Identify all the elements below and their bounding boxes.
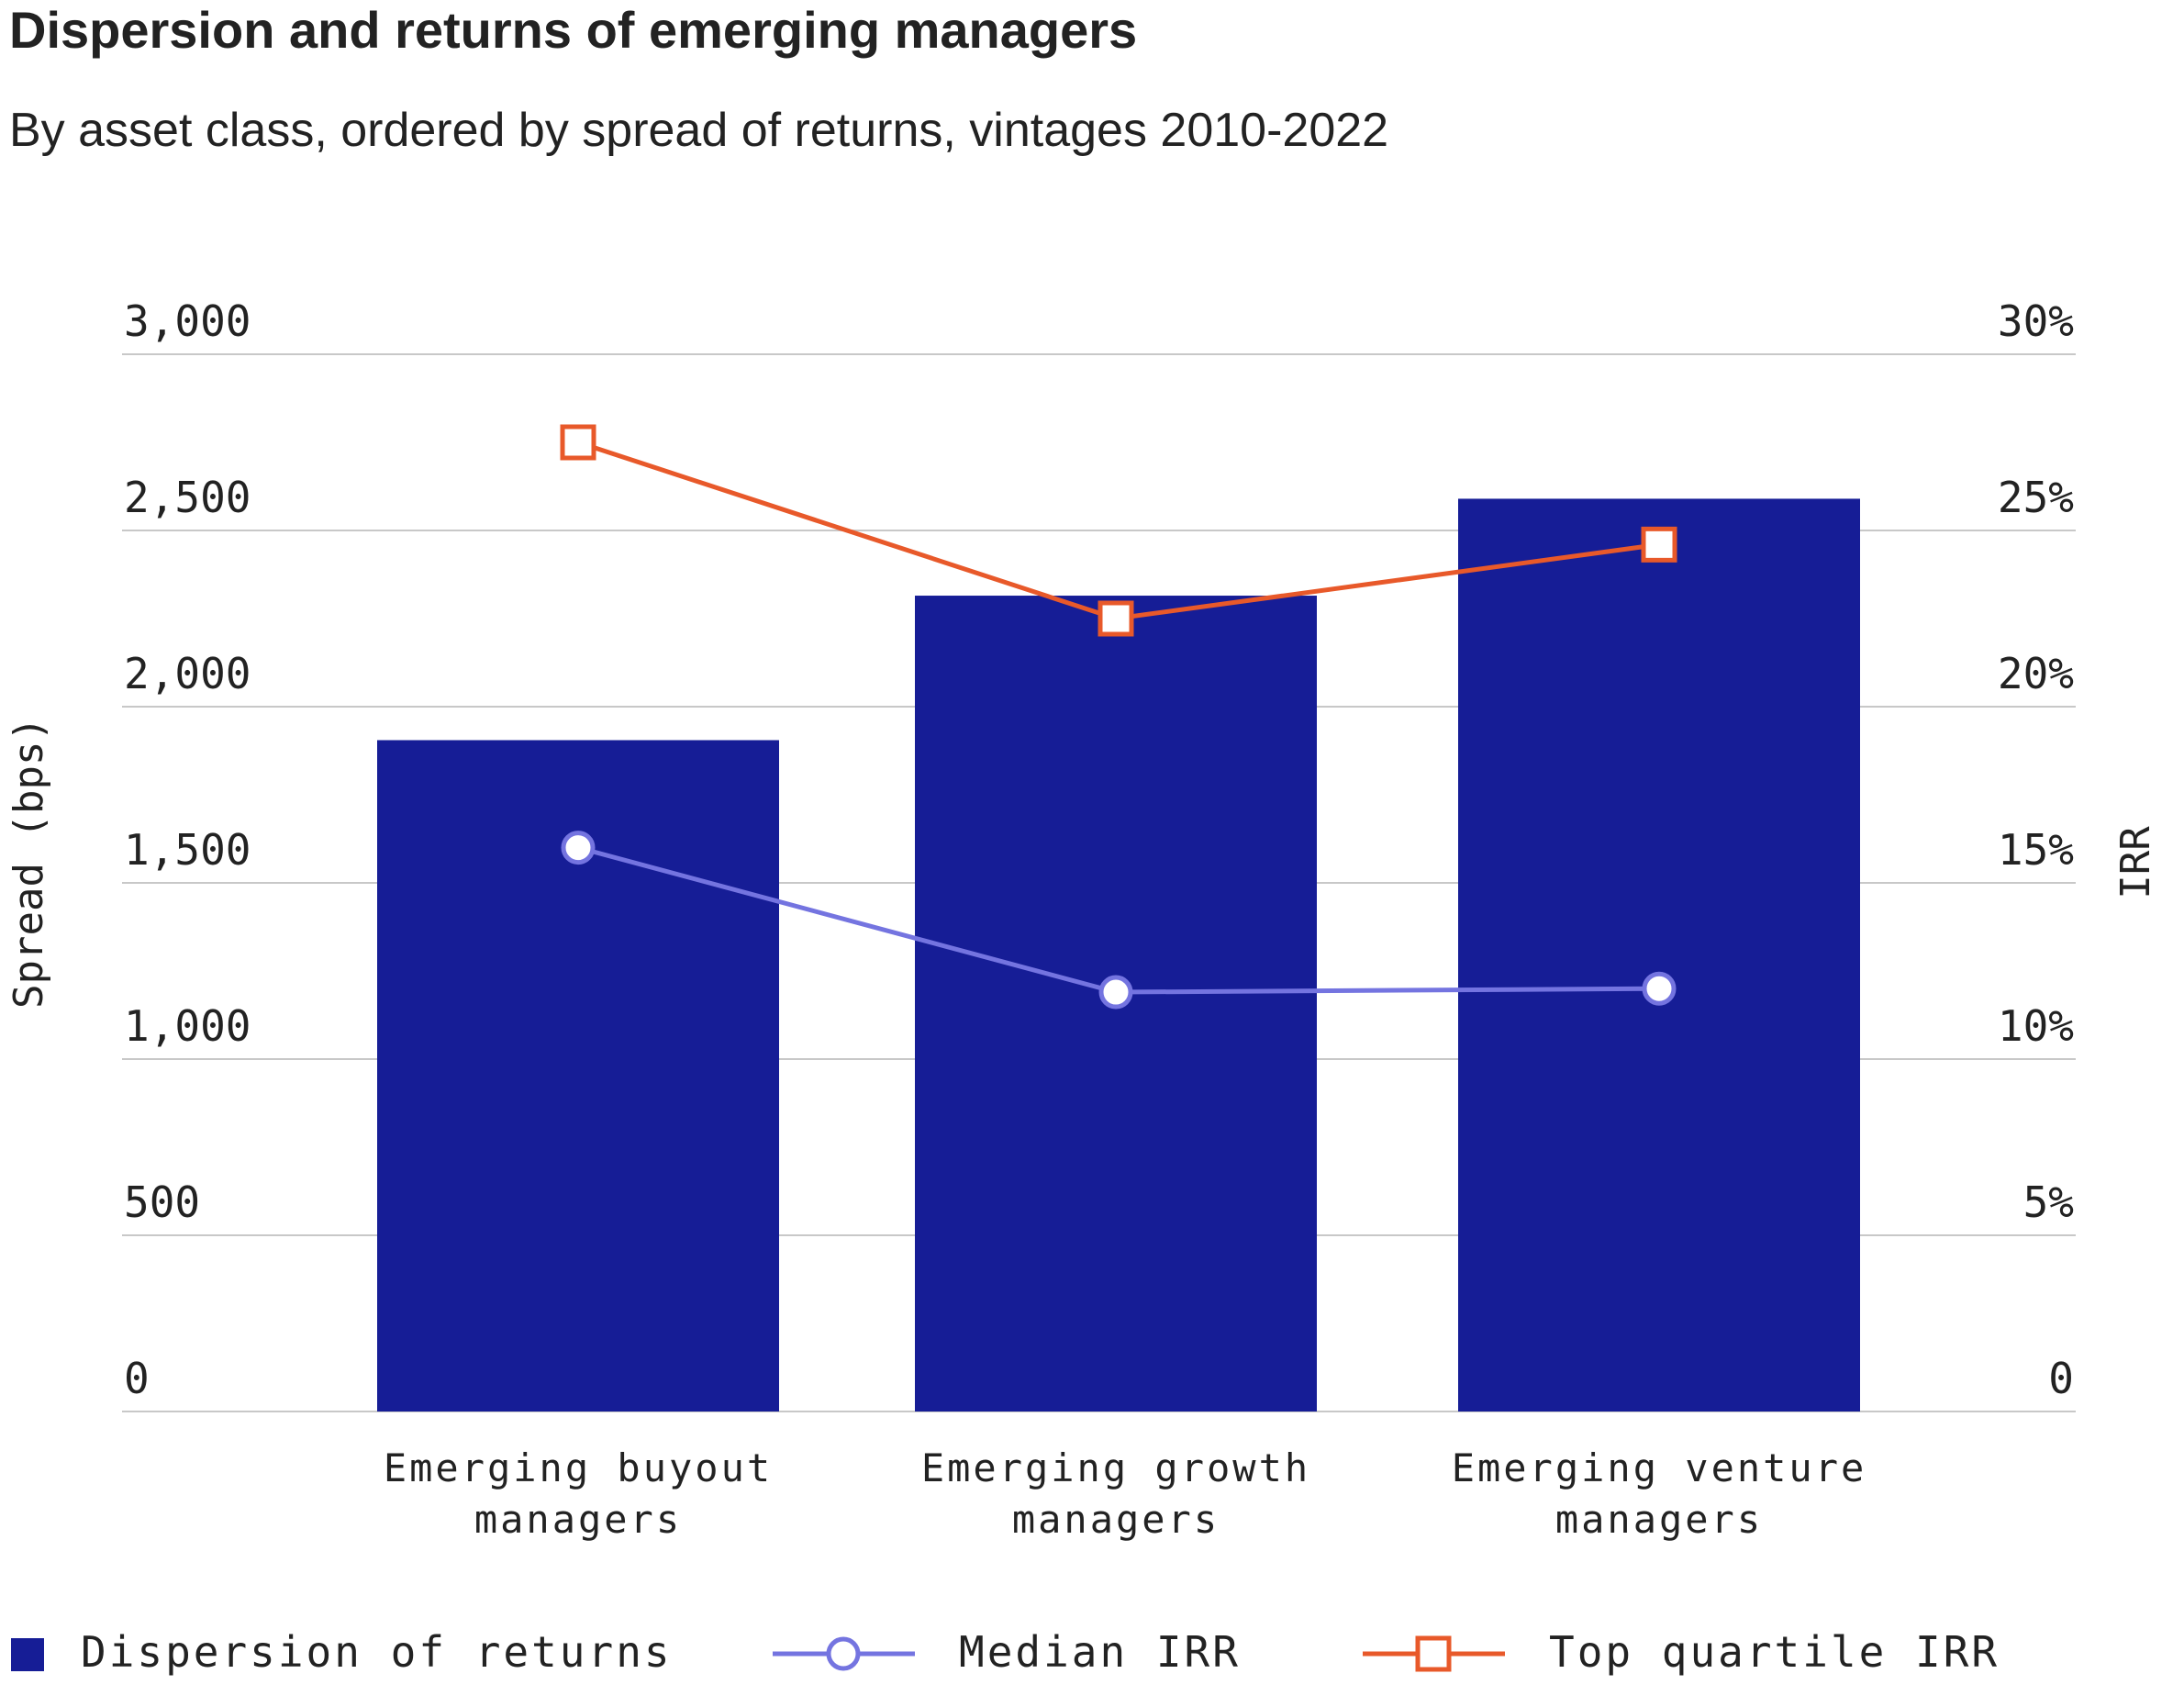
category-label: managers bbox=[1012, 1497, 1220, 1542]
top-quartile-irr-point bbox=[1098, 600, 1134, 637]
median-irr-point bbox=[1098, 975, 1133, 1010]
chart-subtitle: By asset class, ordered by spread of ret… bbox=[9, 104, 1389, 157]
legend-bar-swatch bbox=[11, 1638, 44, 1671]
y-tick-label: 500 bbox=[124, 1177, 200, 1227]
y-tick-label: 0 bbox=[124, 1354, 150, 1403]
median-irr-point bbox=[1642, 971, 1677, 1006]
y-tick-label: 2,000 bbox=[124, 649, 251, 698]
y-tick-label: 1,000 bbox=[124, 1001, 251, 1051]
legend-median-marker bbox=[826, 1636, 861, 1671]
y-tick-label: 1,500 bbox=[124, 825, 251, 875]
legend: Dispersion of returns Median IRR Top quart… bbox=[11, 1627, 2000, 1677]
y2-tick-label: 25% bbox=[1998, 473, 2074, 522]
y2-tick-label: 15% bbox=[1998, 825, 2074, 875]
right-axis-title: IRR bbox=[2112, 826, 2159, 899]
category-label: Emerging venture bbox=[1452, 1445, 1867, 1490]
legend-label-top-quartile: Top quartile IRR bbox=[1549, 1627, 2000, 1677]
top-quartile-irr-point bbox=[560, 424, 596, 461]
legend-label-dispersion: Dispersion of returns bbox=[81, 1627, 673, 1677]
category-label: managers bbox=[1555, 1497, 1763, 1542]
y2-tick-label: 5% bbox=[2023, 1177, 2074, 1227]
left-axis-title: Spread (bps) bbox=[6, 717, 52, 1009]
chart-title: Dispersion and returns of emerging manag… bbox=[9, 1, 1138, 59]
y-tick-label: 3,000 bbox=[124, 296, 251, 346]
irr-lines bbox=[560, 424, 1677, 1010]
y2-tick-label: 0 bbox=[2048, 1354, 2074, 1403]
y2-tick-label: 30% bbox=[1998, 296, 2074, 346]
top-quartile-irr-point bbox=[1641, 526, 1677, 563]
y-tick-label: 2,500 bbox=[124, 473, 251, 522]
category-label: managers bbox=[474, 1497, 682, 1542]
median-irr-point bbox=[561, 831, 596, 865]
legend-top-quartile-marker bbox=[1415, 1635, 1452, 1672]
y2-tick-label: 10% bbox=[1998, 1001, 2074, 1051]
category-label: Emerging buyout bbox=[384, 1445, 773, 1490]
category-label: Emerging growth bbox=[921, 1445, 1310, 1490]
category-labels: Emerging buyout managers Emerging growth ma… bbox=[384, 1445, 1867, 1542]
bar bbox=[1458, 498, 1860, 1411]
y2-tick-label: 20% bbox=[1998, 649, 2074, 698]
left-axis-ticks: 0 500 1,000 1,500 2,000 2,500 3,000 bbox=[124, 296, 251, 1403]
legend-label-median: Median IRR bbox=[959, 1627, 1241, 1677]
right-axis-ticks: 0 5% 10% 15% 20% 25% 30% bbox=[1998, 296, 2074, 1403]
